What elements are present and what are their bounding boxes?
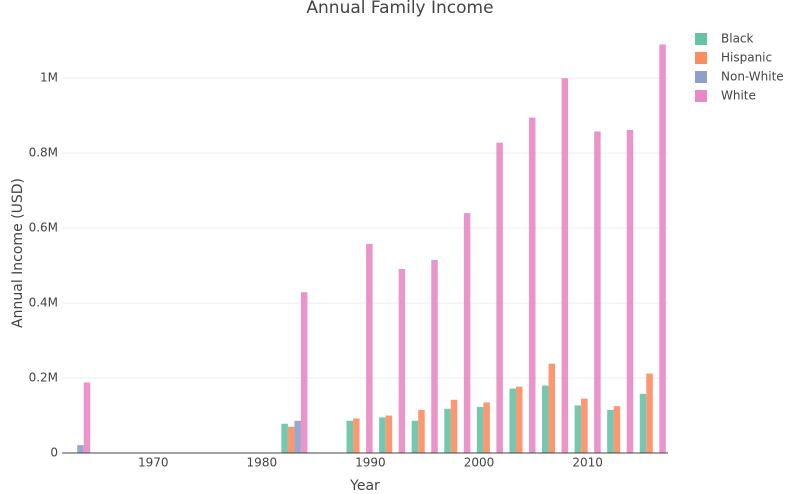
legend-label: White <box>721 89 756 103</box>
bar <box>581 398 588 453</box>
bar <box>548 363 556 453</box>
chart-title: Annual Family Income <box>306 0 493 18</box>
bar <box>431 259 438 453</box>
bar <box>463 213 471 453</box>
bar <box>346 420 354 453</box>
x-tick-label: 1990 <box>355 456 386 470</box>
y-tick-label: 0.6M <box>29 221 58 235</box>
bar <box>281 423 288 453</box>
bar <box>366 243 373 453</box>
bar <box>83 382 91 453</box>
bar <box>542 385 549 453</box>
bar <box>561 78 569 453</box>
legend-swatch <box>695 33 707 45</box>
y-axis-label: Annual Income (USD) <box>10 178 26 328</box>
bar <box>77 445 84 453</box>
bar <box>646 373 653 453</box>
bar <box>294 420 301 453</box>
bar <box>659 44 666 453</box>
bar <box>528 117 536 453</box>
bar <box>379 417 386 453</box>
y-tick-label: 0.4M <box>29 296 58 310</box>
bar <box>613 406 621 453</box>
legend-swatch <box>695 71 707 83</box>
bar <box>287 426 295 453</box>
legend-label: Black <box>721 32 754 46</box>
bar <box>607 409 614 453</box>
y-tick-label: 1M <box>40 71 58 85</box>
legend-label: Hispanic <box>721 51 772 65</box>
bar <box>398 268 406 453</box>
y-tick-label: 0.8M <box>29 146 58 160</box>
legend-swatch <box>695 90 707 102</box>
bar <box>639 393 647 453</box>
legend-label: Non-White <box>721 70 784 84</box>
bar <box>483 402 490 453</box>
legend-swatch <box>695 52 707 64</box>
y-tick-label: 0 <box>50 446 58 460</box>
x-tick-label: 1970 <box>138 456 169 470</box>
bar <box>353 418 360 453</box>
x-tick-label: 2010 <box>572 456 603 470</box>
x-tick-label: 1980 <box>247 456 278 470</box>
bar <box>515 386 523 453</box>
bar <box>626 129 634 454</box>
bar <box>418 409 425 453</box>
bar <box>574 405 582 453</box>
bar <box>476 406 484 453</box>
bar <box>411 420 419 453</box>
bar <box>594 131 601 453</box>
x-axis-label: Year <box>349 478 380 494</box>
bar <box>509 388 516 453</box>
bar <box>444 408 451 453</box>
bar <box>496 142 503 453</box>
y-tick-label: 0.2M <box>29 371 58 385</box>
bar <box>300 292 308 453</box>
bar <box>385 415 393 453</box>
bar <box>450 399 458 453</box>
x-tick-label: 2000 <box>464 456 495 470</box>
